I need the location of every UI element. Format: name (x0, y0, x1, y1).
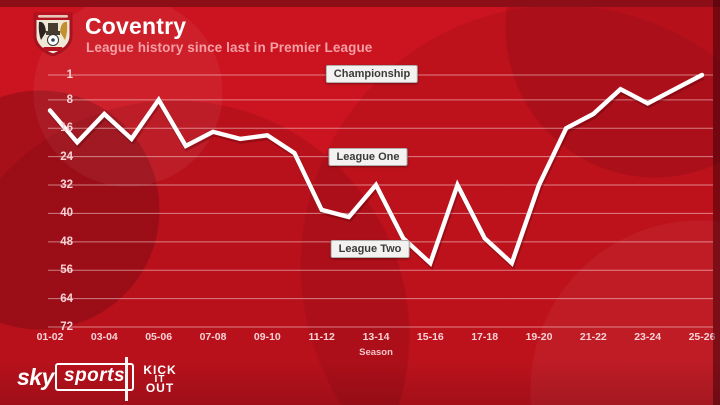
y-tick-label-56: 56 (60, 264, 73, 277)
y-tick-label-64: 64 (60, 292, 73, 305)
page-title: Coventry (85, 13, 187, 39)
x-tick-label-25-26: 25-26 (688, 331, 716, 343)
x-tick-label-21-22: 21-22 (579, 331, 607, 343)
band-label-championship: Championship (325, 65, 419, 83)
x-tick-label-13-14: 13-14 (362, 331, 390, 343)
x-tick-label-19-20: 19-20 (525, 331, 553, 343)
y-tick-label-40: 40 (60, 207, 73, 220)
x-tick-label-09-10: 09-10 (253, 331, 281, 343)
x-tick-label-03-04: 03-04 (90, 331, 118, 343)
x-tick-label-01-02: 01-02 (36, 331, 64, 343)
bottom-shade (0, 357, 720, 405)
y-tick-label-32: 32 (60, 179, 73, 192)
right-border-strip (713, 0, 720, 405)
sky-logo: sky (17, 364, 54, 390)
x-tick-label-07-08: 07-08 (199, 331, 227, 343)
y-tick-label-1: 1 (66, 69, 73, 81)
x-tick-label-15-16: 15-16 (416, 331, 444, 343)
kick-it-out-logo: KICK IT OUT (143, 363, 177, 396)
footer-branding: sky sports KICK IT OUT (0, 355, 720, 405)
x-tick-label-11-12: 11-12 (308, 331, 335, 343)
band-label-league-one: League One (328, 147, 408, 166)
y-tick-label-24: 24 (60, 150, 73, 163)
page-subtitle: League history since last in Premier Lea… (86, 40, 373, 55)
y-tick-label-8: 8 (66, 93, 73, 106)
top-border-strip (0, 0, 720, 7)
y-tick-label-48: 48 (60, 235, 73, 248)
x-tick-label-23-24: 23-24 (634, 331, 662, 343)
y-tick-label-72: 72 (60, 321, 73, 333)
x-tick-label-17-18: 17-18 (471, 331, 499, 343)
sky-sports-badge: sports (55, 363, 135, 391)
club-crest-icon (33, 12, 73, 56)
y-tick-label-16: 16 (60, 122, 73, 135)
league-position-line (47, 72, 705, 267)
band-label-league-two: League Two (330, 239, 410, 258)
header: Coventry League history since last in Pr… (0, 7, 720, 63)
x-axis-title: Season (359, 347, 393, 358)
brand-divider (125, 357, 128, 401)
x-tick-label-05-06: 05-06 (145, 331, 173, 343)
